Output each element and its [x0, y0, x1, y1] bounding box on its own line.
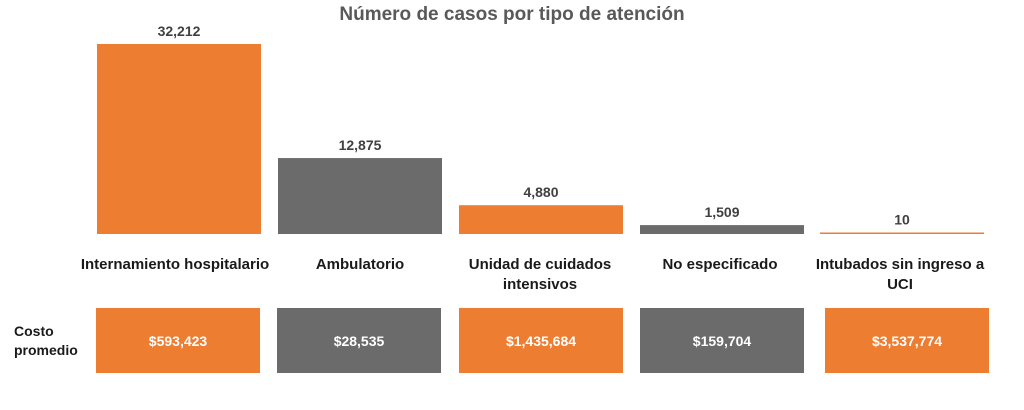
bar-value-label: 4,880 — [523, 184, 558, 200]
cost-row-label: Costo promedio — [14, 323, 78, 358]
cost-box: $159,704 — [640, 308, 804, 373]
bar — [640, 225, 804, 234]
category-label: Internamiento hospitalario — [80, 256, 270, 273]
category-label: Intubados sin ingreso a UCI — [815, 256, 985, 293]
bar-value-label: 32,212 — [158, 23, 201, 39]
bar — [820, 232, 984, 234]
cost-box: $3,537,774 — [825, 308, 989, 373]
bar — [97, 44, 261, 234]
cost-box: $28,535 — [277, 308, 441, 373]
bar — [278, 158, 442, 234]
bar-value-label: 10 — [894, 212, 910, 228]
bar-value-label: 12,875 — [339, 137, 382, 153]
cost-box: $593,423 — [96, 308, 260, 373]
bar-value-label: 1,509 — [704, 204, 739, 220]
bar — [459, 205, 623, 234]
chart-title: Número de casos por tipo de atención — [339, 4, 685, 25]
category-label: Ambulatorio — [315, 256, 405, 273]
category-label: Unidad de cuidados intensivos — [468, 256, 612, 293]
category-label: No especificado — [662, 256, 778, 273]
cost-box: $1,435,684 — [459, 308, 623, 373]
